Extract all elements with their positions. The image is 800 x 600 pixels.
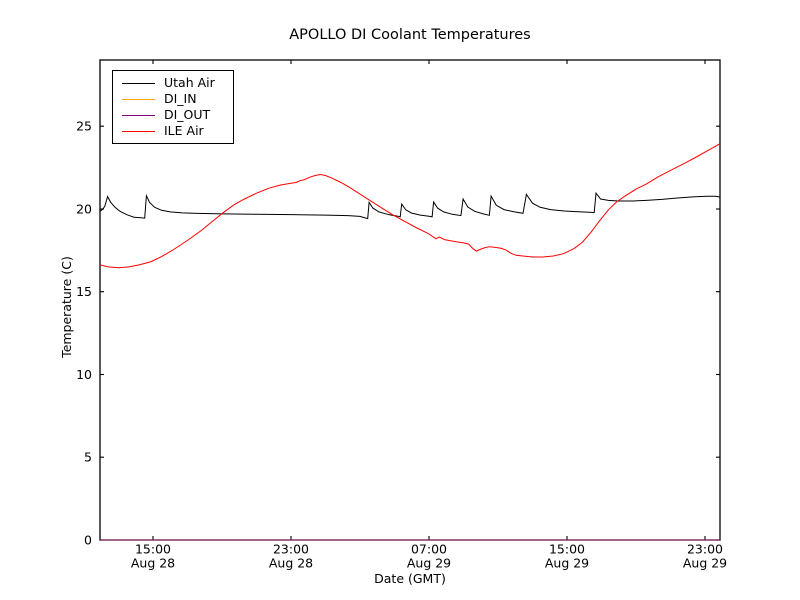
y-tick-label: 10 [76, 367, 92, 382]
legend-item-di-in: DI_IN [122, 91, 233, 107]
legend-item-di-out: DI_OUT [122, 107, 233, 123]
legend-label-di-out: DI_OUT [164, 106, 211, 122]
legend-swatch-di-out [122, 114, 155, 116]
y-axis-label: Temperature (C) [59, 256, 74, 358]
x-tick-label-date: Aug 28 [269, 556, 313, 571]
legend-swatch-ile-air [122, 130, 155, 132]
legend-label-di-in: DI_IN [164, 90, 197, 106]
x-tick-label-time: 15:00 [549, 542, 585, 557]
x-tick-label-date: Aug 29 [683, 556, 727, 571]
x-tick-label-time: 23:00 [687, 542, 723, 557]
y-tick-label: 5 [84, 450, 92, 465]
y-tick-label: 15 [76, 284, 92, 299]
legend-swatch-di-in [122, 98, 155, 100]
x-axis-label: Date (GMT) [374, 571, 446, 586]
y-tick-label: 20 [76, 202, 92, 217]
x-tick-label-time: 07:00 [411, 542, 447, 557]
legend-label-ile-air: ILE Air [164, 122, 204, 138]
chart-title: APOLLO DI Coolant Temperatures [289, 27, 531, 43]
x-tick-label-time: 15:00 [135, 542, 171, 557]
legend-item-ile-air: ILE Air [122, 123, 233, 139]
legend-label-utah-air: Utah Air [164, 74, 215, 90]
legend: Utah Air DI_IN DI_OUT ILE Air [112, 70, 234, 144]
y-tick-label: 0 [84, 533, 92, 548]
x-tick-label-time: 23:00 [273, 542, 309, 557]
y-tick-label: 25 [76, 119, 92, 134]
series-line-utah-air [99, 191, 721, 220]
x-tick-label-date: Aug 29 [407, 556, 451, 571]
legend-swatch-utah-air [122, 82, 155, 84]
series-line-ile-air [99, 143, 721, 269]
x-tick-label-date: Aug 29 [545, 556, 589, 571]
x-tick-label-date: Aug 28 [131, 556, 175, 571]
legend-item-utah-air: Utah Air [122, 75, 233, 91]
